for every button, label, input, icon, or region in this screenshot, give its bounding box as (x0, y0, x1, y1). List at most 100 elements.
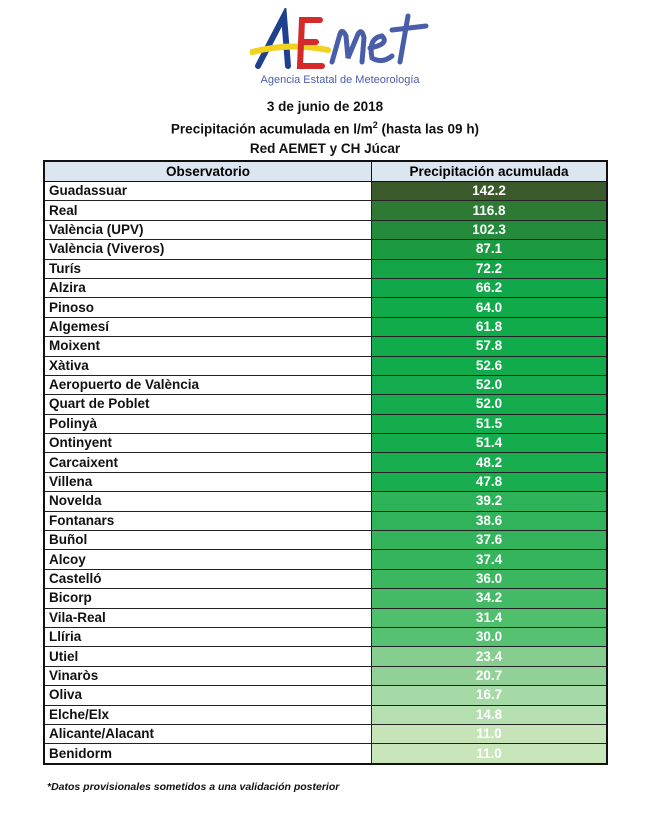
precipitation-value: 38.6 (371, 510, 608, 532)
station-name: Utiel (43, 646, 372, 667)
station-name: Algemesí (43, 316, 372, 338)
station-name: Moixent (43, 336, 372, 357)
table-row: Alcoy 37.4 (43, 549, 608, 570)
column-header-station: Observatorio (43, 160, 372, 182)
title-suffix: (hasta las 09 h) (377, 121, 480, 137)
station-name: Benidorm (43, 743, 372, 765)
table-row: Utiel 23.4 (43, 646, 608, 667)
precipitation-value: 34.2 (371, 588, 608, 609)
precipitation-value: 72.2 (371, 258, 608, 279)
precipitation-table: Observatorio Precipitación acumulada Gua… (43, 160, 608, 765)
table-row: Novelda 39.2 (43, 491, 608, 512)
table-row: Buñol 37.6 (43, 530, 608, 551)
precipitation-value: 31.4 (371, 607, 608, 628)
precipitation-value: 64.0 (371, 297, 608, 318)
station-name: València (Viveros) (43, 239, 372, 260)
station-name: Bicorp (43, 588, 372, 609)
footnote: *Datos provisionales sometidos a una val… (47, 781, 340, 793)
station-name: Aeropuerto de València (43, 374, 372, 396)
agency-name: Agencia Estatal de Meteorología (260, 74, 420, 86)
precipitation-value: 142.2 (371, 180, 608, 202)
table-row: Turís 72.2 (43, 258, 608, 279)
precipitation-value: 14.8 (371, 704, 608, 725)
table-row: Real 116.8 (43, 200, 608, 221)
precipitation-value: 48.2 (371, 452, 608, 473)
precipitation-value: 52.0 (371, 394, 608, 415)
table-row: Benidorm 11.0 (43, 743, 608, 765)
station-name: Real (43, 200, 372, 221)
station-name: Elche/Elx (43, 704, 372, 725)
table-row: Vinaròs 20.7 (43, 665, 608, 687)
station-name: Quart de Poblet (43, 394, 372, 415)
station-name: Guadassuar (43, 180, 372, 202)
station-name: Vila-Real (43, 607, 372, 628)
station-name: Ontinyent (43, 433, 372, 454)
table-row: Ontinyent 51.4 (43, 433, 608, 454)
aemet-logo: Agencia Estatal de Meteorología (250, 8, 430, 88)
table-row: Castelló 36.0 (43, 568, 608, 590)
precipitation-value: 37.4 (371, 549, 608, 570)
report-network: Red AEMET y CH Júcar (249, 141, 401, 156)
table-row: Elche/Elx 14.8 (43, 704, 608, 725)
title-superscript: 2 (372, 120, 378, 130)
aemet-logo-icon (250, 8, 429, 69)
station-name: Alcoy (43, 549, 372, 570)
precipitation-value: 52.6 (371, 355, 608, 376)
table-row: Villena 47.8 (43, 471, 608, 493)
precipitation-value: 37.6 (371, 530, 608, 551)
station-name: Oliva (43, 685, 372, 706)
table-row: Fontanars 38.6 (43, 510, 608, 532)
station-name: Alicante/Alacant (43, 723, 372, 745)
table-row: Vila-Real 31.4 (43, 607, 608, 628)
table-row: Moixent 57.8 (43, 336, 608, 357)
table-row: Aeropuerto de València 52.0 (43, 374, 608, 396)
station-name: Llíria (43, 626, 372, 648)
table-row: Guadassuar 142.2 (43, 180, 608, 202)
precipitation-value: 87.1 (371, 239, 608, 260)
precipitation-value: 116.8 (371, 200, 608, 221)
title-text: Precipitación acumulada en l/m (170, 121, 373, 137)
station-name: Fontanars (43, 510, 372, 532)
station-name: València (UPV) (43, 219, 372, 241)
precipitation-value: 39.2 (371, 491, 608, 512)
station-name: Alzira (43, 277, 372, 299)
table-row: Llíria 30.0 (43, 626, 608, 648)
table-row: Polinyà 51.5 (43, 413, 608, 435)
precipitation-value: 20.7 (371, 665, 608, 687)
station-name: Carcaixent (43, 452, 372, 473)
table-row: Xàtiva 52.6 (43, 355, 608, 376)
table-row: Algemesí 61.8 (43, 316, 608, 338)
precipitation-value: 51.4 (371, 433, 608, 454)
precipitation-value: 66.2 (371, 277, 608, 299)
station-name: Vinaròs (43, 665, 372, 687)
table-row: Carcaixent 48.2 (43, 452, 608, 473)
report-title: Precipitación acumulada en l/m2 (hasta l… (0, 120, 650, 137)
table-row: València (UPV) 102.3 (43, 219, 608, 241)
station-name: Buñol (43, 530, 372, 551)
precipitation-value: 51.5 (371, 413, 608, 435)
table-row: Bicorp 34.2 (43, 588, 608, 609)
precipitation-value: 36.0 (371, 568, 608, 590)
table-row: Pinoso 64.0 (43, 297, 608, 318)
precipitation-value: 52.0 (371, 374, 608, 396)
precipitation-value: 47.8 (371, 471, 608, 493)
table-row: Alzira 66.2 (43, 277, 608, 299)
station-name: Novelda (43, 491, 372, 512)
table-row: València (Viveros) 87.1 (43, 239, 608, 260)
station-name: Polinyà (43, 413, 372, 435)
station-name: Castelló (43, 568, 372, 590)
station-name: Pinoso (43, 297, 372, 318)
precipitation-value: 57.8 (371, 336, 608, 357)
precipitation-value: 11.0 (371, 743, 608, 765)
station-name: Turís (43, 258, 372, 279)
report-date: 3 de junio de 2018 (266, 99, 384, 114)
precipitation-value: 102.3 (371, 219, 608, 241)
table-row: Oliva 16.7 (43, 685, 608, 706)
column-header-precipitation: Precipitación acumulada (371, 160, 608, 182)
table-row: Alicante/Alacant 11.0 (43, 723, 608, 745)
precipitation-value: 16.7 (371, 685, 608, 706)
precipitation-value: 30.0 (371, 626, 608, 648)
table-row: Quart de Poblet 52.0 (43, 394, 608, 415)
station-name: Villena (43, 471, 372, 493)
precipitation-value: 23.4 (371, 646, 608, 667)
